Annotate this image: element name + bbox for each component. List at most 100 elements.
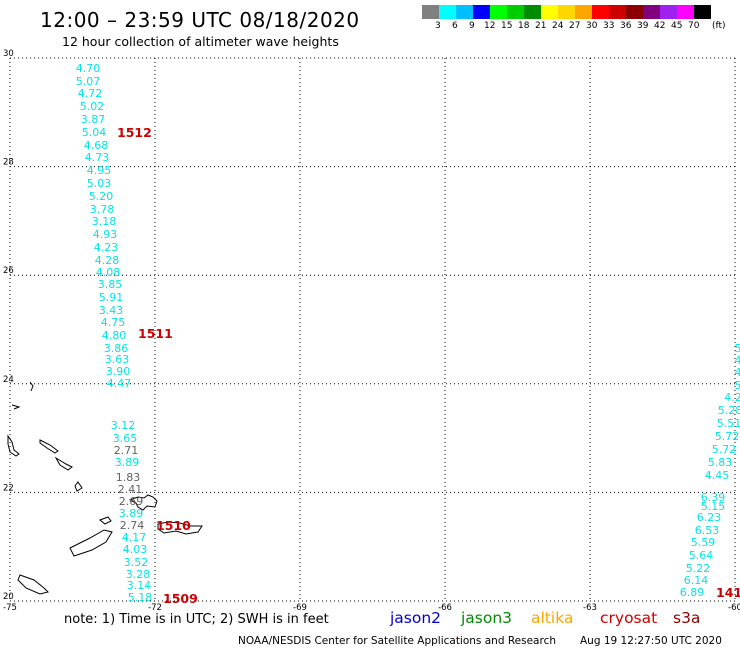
wave-height-value: 5.15 [701,500,726,513]
legend-swatch [677,5,694,19]
legend-label: 3 [435,21,441,31]
legend-swatch [660,5,677,19]
legend-swatch [524,5,541,19]
coastline-turks-caicos [128,494,158,511]
wave-height-value: 4.28 [95,254,120,267]
footer-generated: Aug 19 12:27:50 UTC 2020 [580,635,722,647]
legend-swatch [575,5,592,19]
wave-height-value: 6.39 [701,491,726,504]
lon-label: -75 [3,603,17,613]
lon-label: -69 [293,603,307,613]
footer-note: note: 1) Time is in UTC; 2) SWH is in fe… [64,612,329,627]
wave-height-value: 5.83 [708,456,733,469]
legend-swatch [609,5,626,19]
lat-label: 26 [3,266,14,276]
wave-height-value: 5.22 [686,562,711,575]
wave-height-value: 3.85 [98,278,123,291]
lat-label: 22 [3,483,14,493]
wave-height-value: 5 [735,379,740,392]
wave-height-value: 4.47 [107,377,132,390]
map-subtitle: 12 hour collection of altimeter wave hei… [62,34,339,49]
legend-swatch [541,5,558,19]
legend-label: 30 [586,21,598,31]
map-title: 12:00 – 23:59 UTC 08/18/2020 [40,8,360,32]
lon-label: -72 [148,603,162,613]
legend-swatch [592,5,609,19]
sat-s3a: s3a [673,609,701,627]
coastline-hispaniola [157,521,203,535]
wave-height-value: 2.69 [119,495,144,508]
wave-height-value: 4 [735,354,740,367]
wave-height-value: 4.95 [87,164,112,177]
lon-label: -60 [728,603,740,613]
sat-cryosat: cryosat [600,609,658,627]
legend-label: 24 [552,21,564,31]
wave-height-value: 5.28 [718,404,740,417]
wave-height-value: 6.53 [695,524,720,537]
legend-label: 21 [535,21,547,31]
wave-height-value: 4.93 [93,228,118,241]
legend-label: 12 [484,21,496,31]
time-label: 1512 [117,125,152,140]
color-scale-legend [422,5,711,19]
wave-height-value: 6.23 [697,511,722,524]
sat-jason2: jason2 [390,609,442,627]
wave-height-value: 6.89 [680,586,705,599]
wave-height-value: 3.14 [127,579,152,592]
wave-height-value: 4.70 [76,62,101,75]
wave-height-value: 3.52 [124,556,149,569]
legend-swatch [626,5,643,19]
footer-credit: NOAA/NESDIS Center for Satellite Applica… [238,635,556,647]
lon-label: -66 [438,603,452,613]
legend-label: 6 [452,21,458,31]
wave-height-value: 4 [735,366,740,379]
axis-labels: 30 28 26 24 22 20-75 -72 -69 -66 -63 -60 [3,49,740,613]
coastline-jamaica [17,574,49,595]
legend-swatch [558,5,575,19]
wave-height-value: 2.41 [118,483,143,496]
wave-height-value: 5 [735,342,740,355]
wave-height-value: 4.75 [101,316,126,329]
time-labels: 1512 1511 1510 1509 141 [117,125,740,606]
legend-label: 18 [518,21,530,31]
wave-height-value: 3.86 [104,342,129,355]
wave-height-value: 5.07 [76,75,101,88]
legend-label: 36 [620,21,632,31]
legend-label: 42 [654,21,666,31]
coastlines [7,381,203,595]
wave-height-value: 2.71 [114,444,139,457]
wave-height-value: 5.64 [689,549,714,562]
wave-height-value: 5.59 [691,536,716,549]
wave-height-value: 3.43 [99,304,124,317]
legend-unit: (ft) [712,21,726,31]
lat-lon-grid [9,57,736,602]
wave-height-value: 4.08 [96,266,121,279]
wave-height-value: 3.89 [119,507,144,520]
time-label: 141 [716,585,740,600]
coastline-andros [7,434,20,457]
coastline-long-island [39,439,59,454]
wave-height-value: 3.90 [106,365,131,378]
lon-label: -63 [583,603,597,613]
wave-height-value: 6.14 [684,574,709,587]
lat-label: 24 [3,375,14,385]
legend-label: 33 [603,21,615,31]
coastline-hispaniola-tip [99,516,112,525]
sat-jason3: jason3 [461,609,513,627]
lat-label: 20 [3,592,14,602]
time-label: 1511 [138,326,173,341]
wave-height-value: 5.72 [715,430,740,443]
legend-swatch [643,5,660,19]
legend-label: 9 [469,21,475,31]
coastline-acklins [74,481,83,492]
wave-height-value: 3.18 [92,215,117,228]
wave-height-value: 3.63 [105,353,130,366]
wave-height-value: 5.72 [712,443,737,456]
wave-height-value: 5.03 [87,177,112,190]
coastline-exuma [54,456,73,471]
wave-height-value: 3.28 [126,568,151,581]
sat-altika: altika [531,609,574,627]
wave-height-value: 5.04 [82,126,107,139]
